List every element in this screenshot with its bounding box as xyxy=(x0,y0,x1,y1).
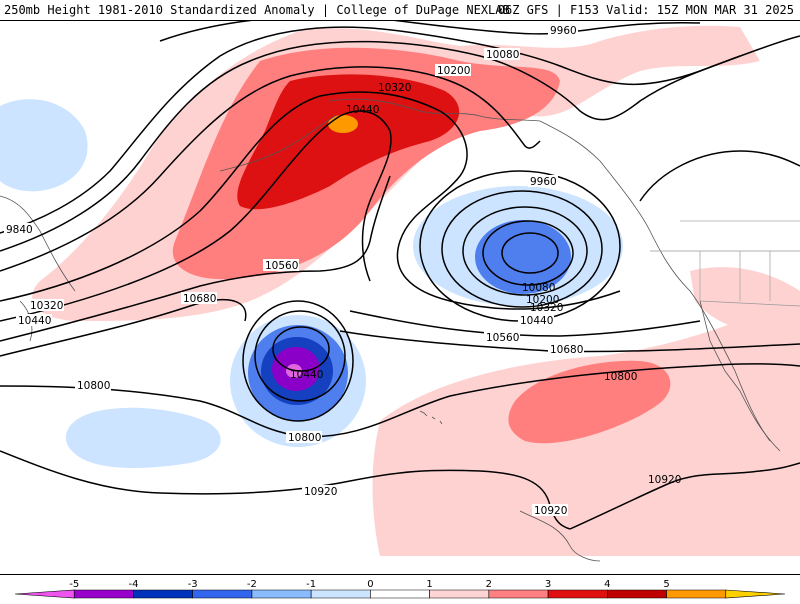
label-10920-bottom: 10920 xyxy=(534,505,567,517)
colorbar-tick-label: -1 xyxy=(306,579,316,590)
colorbar-tick-label: -4 xyxy=(128,579,138,590)
colorbar-segment xyxy=(667,590,726,598)
label-10800-bottom: 10800 xyxy=(288,432,321,444)
contour-upper-right xyxy=(640,151,800,201)
label-10680-right: 10680 xyxy=(550,344,583,356)
label-9840: 9840 xyxy=(6,224,33,236)
colorbar-segment xyxy=(74,590,133,598)
colorbar-segment xyxy=(193,590,252,598)
positive-anomaly-light-east xyxy=(690,267,800,333)
label-10920-mid: 10920 xyxy=(304,486,337,498)
label-10920-right: 10920 xyxy=(648,474,681,486)
colorbar-tick-label: 2 xyxy=(486,579,492,590)
label-10080-top: 10080 xyxy=(486,49,519,61)
label-10320-low: 10320 xyxy=(530,302,563,314)
label-10320-top: 10320 xyxy=(378,82,411,94)
label-10800-left: 10800 xyxy=(77,380,110,392)
label-10080-low: 10080 xyxy=(522,282,555,294)
colorbar-segment xyxy=(15,590,74,598)
colorbar-tick-label: 5 xyxy=(663,579,669,590)
colorbar-segments xyxy=(15,590,785,598)
map-title: 250mb Height 1981-2010 Standardized Anom… xyxy=(4,3,510,17)
colorbar-segment xyxy=(607,590,666,598)
colorbar-tick-labels: -5 -4 -3 -2 -1 0 1 2 3 4 5 xyxy=(69,579,669,590)
colorbar-tick-label: -5 xyxy=(69,579,79,590)
anomaly-colorbar: -5 -4 -3 -2 -1 0 1 2 3 4 5 xyxy=(0,575,800,600)
model-run-info: 06Z GFS | F153 Valid: 15Z MON MAR 31 202… xyxy=(498,3,794,17)
label-10440-left: 10440 xyxy=(18,315,51,327)
negative-anomaly-light-southwest xyxy=(66,408,221,468)
label-9960-top: 9960 xyxy=(550,25,577,37)
colorbar-tick-label: -2 xyxy=(247,579,257,590)
colorbar-segment xyxy=(370,590,429,598)
colorbar-segment xyxy=(252,590,311,598)
label-10320-left: 10320 xyxy=(30,300,63,312)
colorbar-tick-label: 3 xyxy=(545,579,551,590)
weather-map: 9960 10080 10200 10320 10440 9840 10320 … xyxy=(0,20,800,575)
label-10680-left: 10680 xyxy=(183,293,216,305)
colorbar-tick-label: 0 xyxy=(367,579,373,590)
label-10440-cutoff: 10440 xyxy=(290,369,323,381)
negative-anomaly-light-west xyxy=(0,99,88,191)
colorbar-tick-label: 4 xyxy=(604,579,610,590)
map-header: 250mb Height 1981-2010 Standardized Anom… xyxy=(0,0,800,20)
colorbar-segment xyxy=(430,590,489,598)
colorbar-tick-label: -3 xyxy=(188,579,198,590)
colorbar-segment xyxy=(311,590,370,598)
label-10440-top: 10440 xyxy=(346,104,379,116)
label-10440-low: 10440 xyxy=(520,315,553,327)
colorbar-segment xyxy=(548,590,607,598)
label-10560-mid: 10560 xyxy=(265,260,298,272)
colorbar-tick-label: 1 xyxy=(426,579,432,590)
colorbar-segment xyxy=(133,590,192,598)
label-9960-low: 9960 xyxy=(530,176,557,188)
label-10560-low: 10560 xyxy=(486,332,519,344)
colorbar-segment xyxy=(726,590,785,598)
label-10200-top: 10200 xyxy=(437,65,470,77)
colorbar-segment xyxy=(489,590,548,598)
label-10800-right: 10800 xyxy=(604,371,637,383)
